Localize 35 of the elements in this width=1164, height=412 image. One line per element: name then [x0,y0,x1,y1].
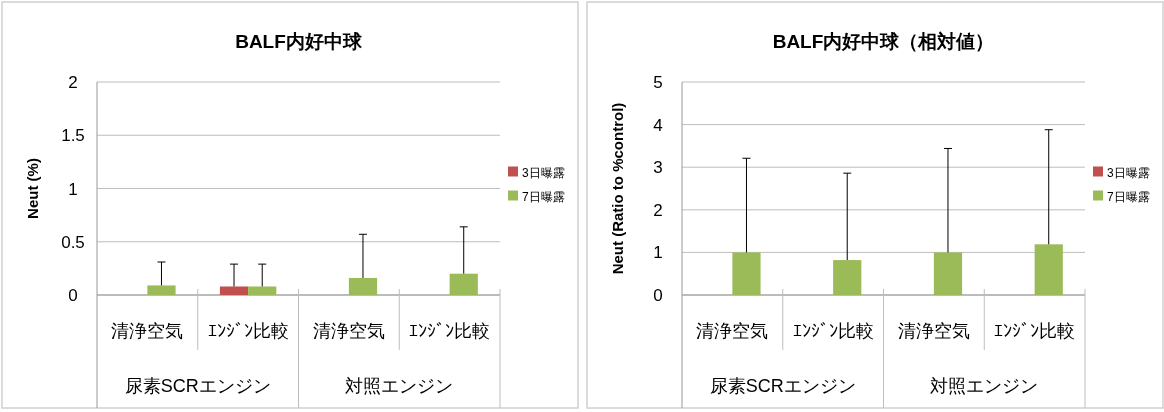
y-tick-label: 0.5 [61,232,85,252]
chart-title: BALF内好中球 [235,31,363,52]
bar [833,260,862,295]
y-tick-label: 5 [653,73,663,92]
y-tick-label: 2 [653,200,663,220]
y-tick-label: 0 [653,286,663,305]
legend-label: 3日曝露 [1107,165,1150,180]
text: 対照エンジン [930,376,1039,396]
y-tick-label: 4 [653,115,663,135]
y-tick-label: 1.5 [61,126,85,146]
text: 尿素SCRエンジン [709,376,856,396]
legend-label: 3日曝露 [522,165,565,180]
y-tick-label: 0 [68,286,78,305]
bar [933,252,963,295]
y-axis-title: Neut (Ratio to %control) [609,102,626,275]
x-tick-label: ｴﾝｼﾞﾝ比較 [792,321,874,341]
x-tick-label: 清浄空気 [111,321,184,341]
bar [1034,244,1063,295]
legend-label: 7日曝露 [522,189,565,204]
chart-title: BALF内好中球（相対値） [772,31,995,52]
y-tick-label: 2 [68,73,78,92]
text: 尿素SCRエンジン [124,376,271,396]
x-tick-label: 清浄空気 [897,321,970,341]
legend-label: 7日曝露 [1107,189,1150,204]
y-tick-label: 1 [68,179,78,199]
text: 対照エンジン [345,376,454,396]
x-tick-label: 清浄空気 [312,321,385,341]
y-tick-label: 1 [653,243,663,263]
y-axis-title: Neut (%) [24,158,41,219]
x-tick-label: ｴﾝｼﾞﾝ比較 [994,321,1076,341]
x-tick-label: 清浄空気 [696,321,769,341]
bar [732,252,761,295]
x-tick-label: ｴﾝｼﾞﾝ比較 [409,321,491,341]
x-tick-label: ｴﾝｼﾞﾝ比較 [207,321,289,341]
y-tick-label: 3 [653,158,663,178]
